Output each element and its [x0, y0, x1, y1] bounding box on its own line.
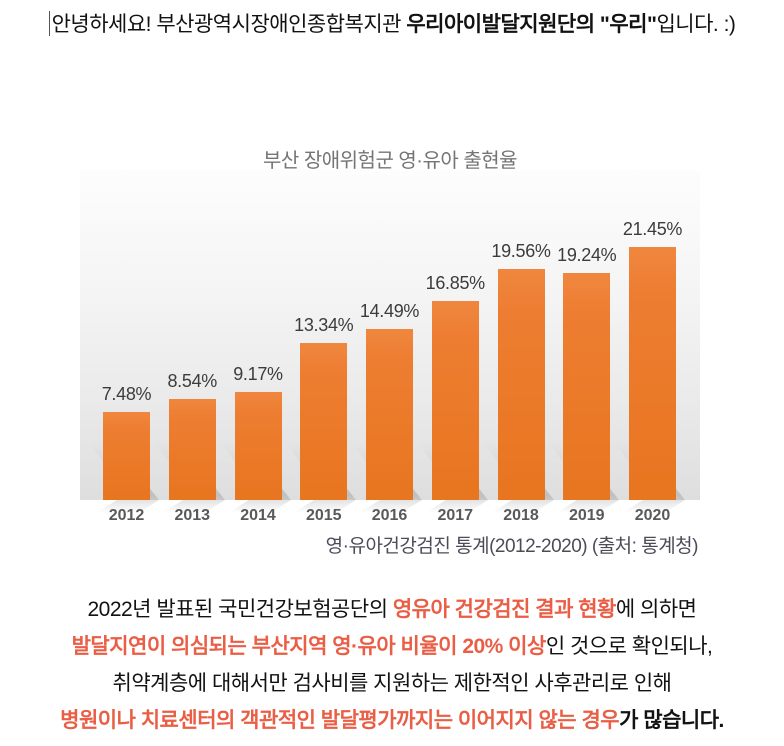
bar-column: 7.48% [87, 170, 159, 500]
greeting-text-suffix: 입니다. :) [656, 13, 736, 36]
x-axis-label: 2018 [503, 507, 539, 524]
bar [168, 399, 216, 500]
bar-value-label: 14.49% [359, 301, 420, 321]
paragraph-segment: 가 많습니다. [619, 709, 724, 732]
chart-plot-area: 7.48% 8.54% 9.17% 13.34% 14.49% 16.85% 19.56% 1… [80, 170, 700, 500]
x-axis-label: 2012 [108, 507, 145, 524]
x-axis-tick: 2012 [96, 500, 159, 530]
paragraph-segment: 에 의하면 [615, 598, 697, 621]
bar-column: 9.17% [219, 170, 291, 500]
chart-x-axis: 2012 2013 2014 2015 2016 2017 2018 2019 2020 [80, 500, 700, 530]
paragraph-segment: 영유아 건강검진 결과 현황 [392, 598, 617, 621]
bar-value-label: 16.85% [425, 273, 486, 293]
x-axis-tick: 2018 [490, 500, 554, 530]
x-axis-tick: 2015 [293, 500, 357, 530]
bar-value-label: 8.54% [167, 371, 218, 391]
x-axis-label: 2019 [568, 507, 605, 524]
bar-column: 14.49% [350, 170, 422, 500]
bar [563, 273, 611, 500]
bar [366, 329, 413, 500]
bar [300, 343, 348, 500]
bar-column: 19.56% [482, 170, 554, 500]
bar [234, 392, 282, 500]
x-axis-tick: 2019 [556, 500, 620, 530]
x-axis-label: 2013 [174, 507, 211, 524]
text-caret [48, 11, 50, 36]
bar [103, 412, 150, 500]
greeting-line: 안녕하세요! 부산광역시장애인종합복지관 우리아이발달지원단의 "우리"입니다.… [0, 11, 784, 39]
bar-value-label: 19.56% [491, 241, 551, 261]
bar-value-label: 7.48% [101, 384, 152, 404]
bar-value-label: 19.24% [557, 245, 617, 265]
x-axis-tick: 2013 [161, 500, 225, 530]
bar [629, 247, 676, 500]
body-paragraph: 2022년 발표된 국민건강보험공단의 영유아 건강검진 결과 현황에 의하면 발… [0, 591, 784, 739]
bar-column: 16.85% [416, 170, 488, 500]
x-axis-tick: 2014 [227, 500, 291, 530]
bar-column: 13.34% [284, 170, 357, 500]
paragraph-segment: 취약계층에 대해서만 검사비를 지원하는 제한적인 사후관리로 인해 [112, 672, 672, 695]
greeting-text-prefix: 안녕하세요! 부산광역시장애인종합복지관 [51, 13, 407, 36]
paragraph-line: 2022년 발표된 국민건강보험공단의 영유아 건강검진 결과 현황에 의하면 [0, 591, 784, 628]
bar-column: 8.54% [153, 170, 225, 500]
x-axis-label: 2015 [305, 507, 342, 524]
paragraph-segment: 발달지연이 의심되는 부산지역 영·유아 비율이 20% 이상 [71, 635, 547, 658]
bar [431, 301, 479, 500]
x-axis-tick: 2017 [424, 500, 488, 530]
paragraph-line: 병원이나 치료센터의 객관적인 발달평가까지는 이어지지 않는 경우가 많습니다… [0, 702, 784, 739]
paragraph-segment: 병원이나 치료센터의 객관적인 발달평가까지는 이어지지 않는 경우 [60, 709, 620, 732]
bar [497, 269, 545, 500]
paragraph-segment: 인 것으로 확인되나, [545, 635, 713, 658]
paragraph-segment: 2022년 발표된 국민건강보험공단의 [87, 598, 393, 621]
chart-image: 부산 장애위험군 영·유아 출현율 7.48% 8.54% 9.17% 13.34% 1… [80, 132, 700, 565]
bar-value-label: 13.34% [294, 315, 354, 335]
paragraph-line: 취약계층에 대해서만 검사비를 지원하는 제한적인 사후관리로 인해 [0, 665, 784, 702]
bar-value-label: 9.17% [233, 364, 283, 384]
chart-caption: 영·유아건강검진 통계(2012-2020) (출처: 통계청) [325, 536, 699, 557]
x-axis-tick: 2020 [622, 500, 685, 530]
bar-column: 21.45% [613, 170, 685, 500]
paragraph-line: 발달지연이 의심되는 부산지역 영·유아 비율이 20% 이상인 것으로 확인되… [0, 628, 784, 665]
x-axis-label: 2014 [240, 507, 276, 524]
greeting-text-bold: 우리아이발달지원단의 "우리" [406, 13, 657, 36]
bar-column: 19.24% [547, 170, 620, 500]
chart-title: 부산 장애위험군 영·유아 출현율 [262, 150, 518, 172]
bar-value-label: 21.45% [622, 219, 683, 239]
x-axis-label: 2020 [634, 507, 671, 524]
x-axis-label: 2016 [371, 507, 408, 524]
x-axis-tick: 2016 [359, 500, 422, 530]
x-axis-label: 2017 [437, 507, 474, 524]
